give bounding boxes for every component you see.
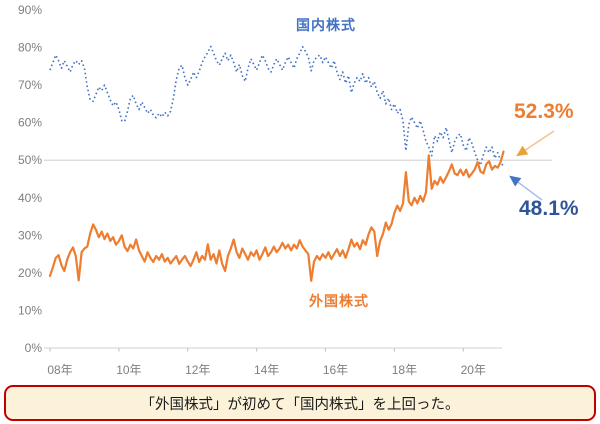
annotation-arrow-domestic — [509, 175, 543, 201]
x-axis-tick-label: 20年 — [461, 363, 486, 377]
axes: 90% 80% 70% 60% 50% 40% 30% 20% 10% 0% 08年 10年 12年 14… — [18, 3, 502, 377]
x-axis-tick-label: 10年 — [116, 363, 141, 377]
x-axis-tick-label: 08年 — [47, 363, 72, 377]
domestic-equity-line — [49, 45, 505, 168]
y-axis-tick-label: 70% — [18, 78, 42, 92]
allocation-chart: 90% 80% 70% 60% 50% 40% 30% 20% 10% 0% 08年 10年 12年 14… — [18, 3, 579, 377]
y-axis-tick-label: 10% — [18, 303, 42, 317]
y-axis-tick-label: 40% — [18, 191, 42, 205]
data-series — [48, 45, 505, 282]
domestic-series-label: 国内株式 — [296, 17, 356, 33]
foreign-final-value-annotation: 52.3% — [514, 100, 574, 123]
y-axis-tick-label: 60% — [18, 116, 42, 130]
y-axis-tick-label: 30% — [18, 228, 42, 242]
x-axis-tick-label: 18年 — [392, 363, 417, 377]
y-axis-tick-label: 20% — [18, 266, 42, 280]
x-axis-tick-label: 12年 — [185, 363, 210, 377]
foreign-equity-line — [48, 150, 505, 282]
x-axis-tick-label: 14年 — [254, 363, 279, 377]
y-axis-tick-label: 80% — [18, 41, 42, 55]
y-axis-tick-label: 50% — [18, 153, 42, 167]
annotation-arrow-foreign — [516, 130, 555, 157]
domestic-final-value-annotation: 48.1% — [519, 197, 579, 220]
y-axis-tick-label: 90% — [18, 3, 42, 17]
y-axis-tick-label: 0% — [25, 341, 43, 355]
chart-canvas: 90% 80% 70% 60% 50% 40% 30% 20% 10% 0% 08年 10年 12年 14… — [18, 3, 555, 377]
caption-text: 「外国株式」が初めて「国内株式」を上回った。 — [140, 396, 460, 413]
foreign-series-label: 外国株式 — [309, 293, 369, 309]
caption-box: 「外国株式」が初めて「国内株式」を上回った。 — [4, 385, 596, 421]
x-axis-tick-label: 16年 — [323, 363, 348, 377]
